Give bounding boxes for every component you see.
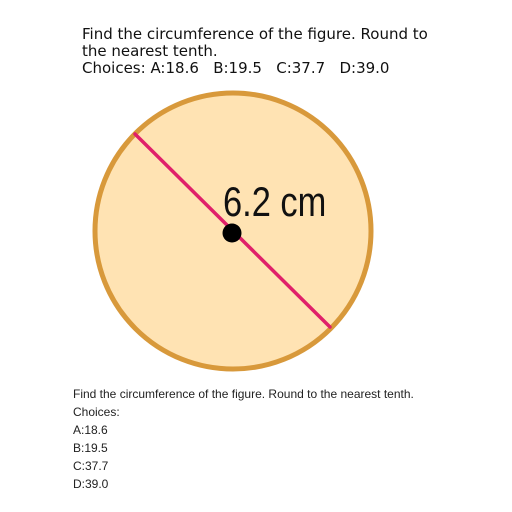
measurement-label: 6.2 cm xyxy=(223,179,326,226)
choice-c: C:37.7 xyxy=(73,459,109,473)
choices-inline: Choices: A:18.6 B:19.5 C:37.7 D:39.0 xyxy=(82,59,390,77)
choices-label: Choices: xyxy=(73,405,120,419)
center-point xyxy=(222,223,242,243)
question-footer: Find the circumference of the figure. Ro… xyxy=(73,385,493,493)
choice-d: D:39.0 xyxy=(73,477,109,491)
choice-b: B:19.5 xyxy=(73,441,108,455)
question-text-line-1: Find the circumference of the figure. Ro… xyxy=(82,25,428,43)
question-text: Find the circumference of the figure. Ro… xyxy=(73,387,414,401)
question-text-line-2: the nearest tenth. xyxy=(82,42,218,60)
choice-a: A:18.6 xyxy=(73,423,108,437)
question-header: Find the circumference of the figure. Ro… xyxy=(82,26,452,77)
